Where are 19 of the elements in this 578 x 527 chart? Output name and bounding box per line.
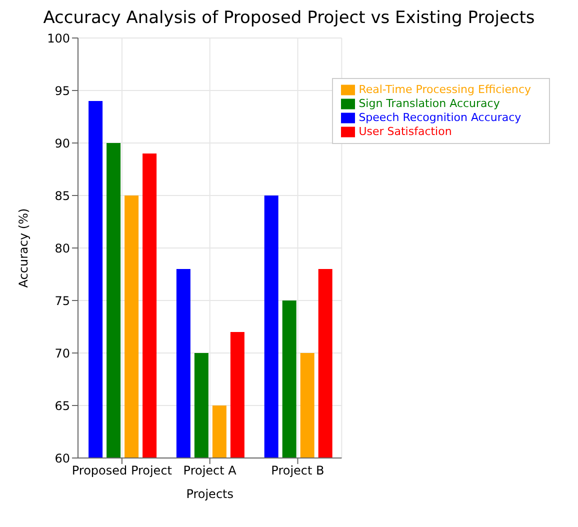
- y-tick-label: 60: [54, 451, 70, 466]
- y-tick-label: 75: [54, 294, 70, 308]
- y-tick-label: 80: [54, 241, 70, 256]
- y-axis-title: Accuracy (%): [16, 208, 30, 288]
- y-tick-label: 95: [54, 84, 70, 98]
- legend-label: Speech Recognition Accuracy: [358, 111, 522, 124]
- y-tick-label: 85: [54, 188, 70, 203]
- legend-label: Real-Time Processing Efficiency: [358, 83, 531, 96]
- legend-label: User Satisfaction: [358, 125, 452, 138]
- x-tick-label: Project A: [183, 464, 238, 478]
- legend-label: Sign Translation Accuracy: [358, 97, 500, 110]
- x-axis-title: Projects: [186, 487, 234, 501]
- y-tick-label: 65: [54, 398, 70, 413]
- x-tick-label: Proposed Project: [72, 464, 172, 478]
- chart-title: Accuracy Analysis of Proposed Project vs Existing Projects: [42, 8, 536, 28]
- y-tick-label: 90: [54, 136, 70, 150]
- x-tick-label: Project B: [271, 464, 324, 478]
- y-tick-label: 100: [47, 31, 70, 46]
- y-tick-label: 70: [54, 346, 70, 360]
